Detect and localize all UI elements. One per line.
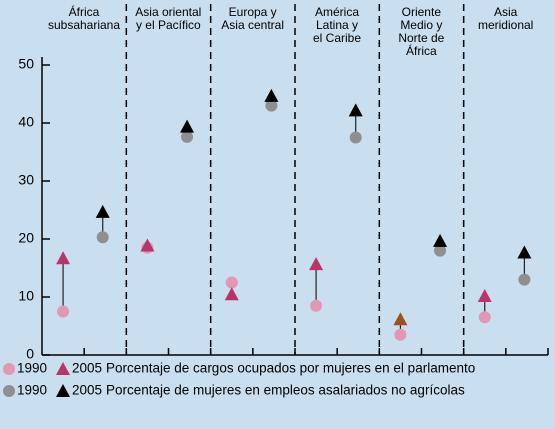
end-point	[477, 289, 492, 302]
start-point	[310, 299, 323, 312]
y-tick-label: 10	[18, 288, 34, 304]
end-point	[517, 245, 532, 259]
start-point	[518, 273, 531, 286]
start-point	[225, 276, 238, 289]
region-label: América Latina y el Caribe	[312, 5, 362, 45]
region-label: Asia oriental y el Pacífico	[135, 5, 202, 32]
start-point	[394, 328, 407, 341]
end-point	[264, 88, 279, 102]
end-point	[393, 312, 408, 326]
legend-start-icon	[3, 385, 15, 397]
y-tick-label: 30	[18, 172, 34, 188]
end-point	[180, 119, 195, 133]
legend-start-icon	[3, 363, 15, 375]
end-point	[56, 251, 71, 265]
legend-name: Porcentaje de cargos ocupados por mujere…	[106, 361, 475, 376]
end-point	[224, 287, 239, 301]
legend-name: Porcentaje de mujeres en empleos asalari…	[106, 383, 465, 398]
start-point	[478, 311, 491, 324]
legend-end-label: 2005	[72, 383, 102, 398]
legend-end-label: 2005	[72, 361, 102, 376]
start-point	[265, 99, 278, 112]
end-point	[95, 204, 110, 218]
legend-end-icon	[56, 384, 70, 397]
y-tick-label: 20	[18, 230, 34, 246]
start-point	[434, 244, 447, 257]
legend-start-label: 1990	[17, 361, 47, 376]
end-point	[140, 238, 155, 252]
start-point	[57, 305, 70, 318]
region-label: Oriente Medio y Norte de África	[398, 5, 445, 58]
end-point	[433, 233, 448, 247]
end-point	[348, 103, 363, 117]
legend-end-icon	[56, 362, 70, 375]
start-point	[349, 131, 362, 144]
region-label: Asia meridional	[477, 5, 534, 32]
region-label: África subsahariana	[47, 5, 121, 32]
y-tick-label: 0	[26, 346, 34, 362]
y-tick-label: 50	[18, 56, 34, 72]
end-point	[309, 257, 324, 271]
y-tick-label: 40	[18, 114, 34, 130]
region-label: Europa y Asia central	[221, 5, 284, 32]
start-point	[181, 130, 194, 143]
start-point	[96, 231, 109, 244]
legend-start-label: 1990	[17, 383, 47, 398]
